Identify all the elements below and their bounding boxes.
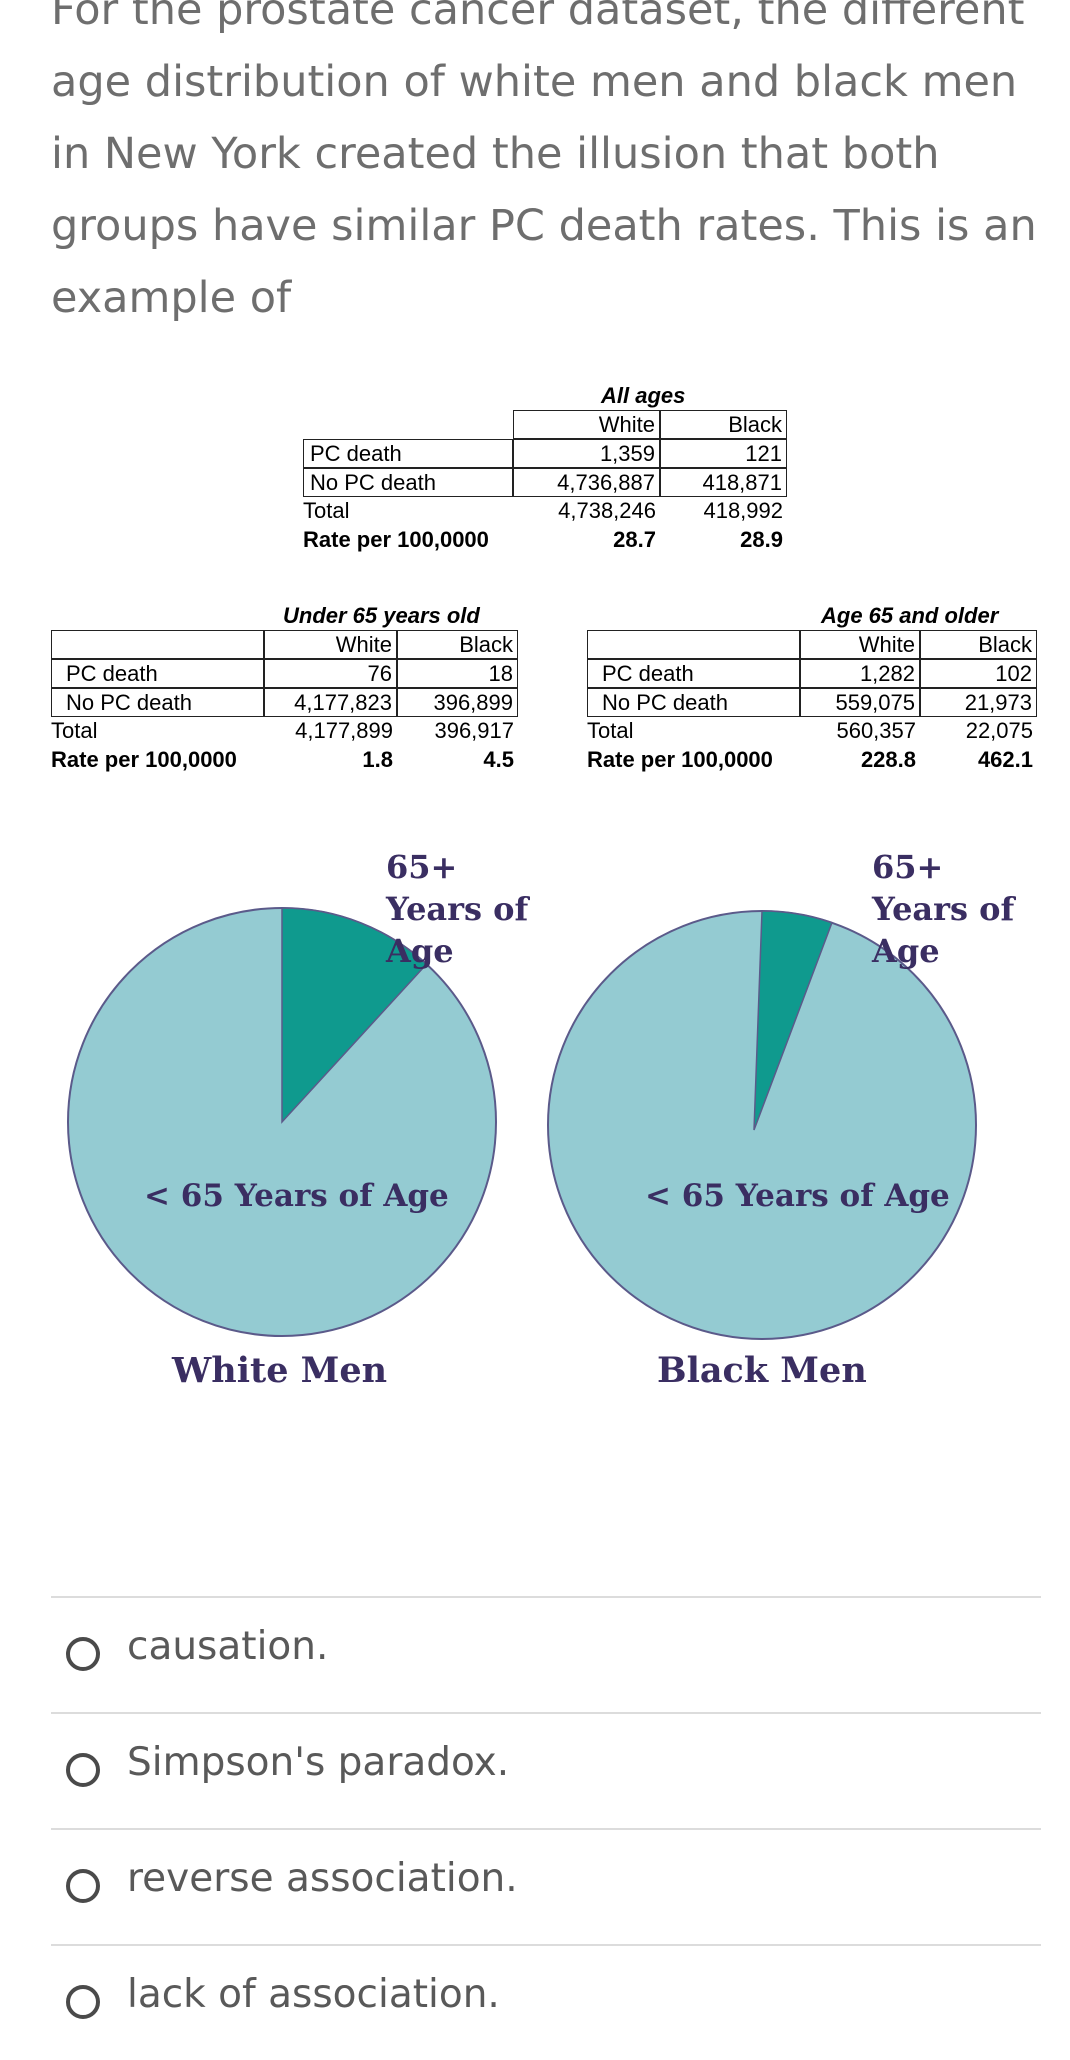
table-title: Age 65 and older	[821, 603, 999, 628]
white-men-title: White Men	[172, 1350, 388, 1391]
option-label: lack of association.	[127, 1972, 500, 2017]
table-title: All ages	[601, 383, 686, 408]
option-simpsons-paradox[interactable]: Simpson's paradox.	[51, 1712, 1041, 1828]
cell-black-total: 418,992	[703, 498, 783, 523]
row-label-total: Total	[587, 718, 634, 743]
row-label-pc-death: PC death	[303, 439, 513, 468]
cell-white-total: 4,738,246	[558, 498, 656, 523]
header-blank	[587, 630, 800, 659]
answer-options: causation. Simpson's paradox. reverse as…	[51, 1596, 1041, 2060]
row-label-no-pc-death: No PC death	[303, 468, 513, 497]
row-label-no-pc-death: No PC death	[51, 688, 264, 717]
cell-white-pc-death: 1,282	[800, 659, 920, 688]
black-men-title: Black Men	[657, 1350, 867, 1391]
cell-white-pc-death: 76	[264, 659, 397, 688]
figure-prostate-cancer: All ages White Black PC death 1,359 121 …	[0, 380, 1070, 1420]
header-blank	[51, 630, 264, 659]
cell-black-pc-death: 102	[920, 659, 1037, 688]
row-label-pc-death: PC death	[587, 659, 800, 688]
black-pie-label-under-65: < 65 Years of Age	[645, 1178, 950, 1214]
header-black: Black	[660, 410, 787, 439]
row-label-rate: Rate per 100,0000	[587, 747, 773, 772]
black-pie-slice-65-plus	[753, 910, 833, 1131]
black-pie-label-65-plus: 65+ Years of Age	[872, 848, 1015, 970]
header-black: Black	[920, 630, 1037, 659]
row-label-no-pc-death: No PC death	[587, 688, 800, 717]
header-white: White	[264, 630, 397, 659]
option-reverse-association[interactable]: reverse association.	[51, 1828, 1041, 1944]
table-title: Under 65 years old	[283, 603, 480, 628]
row-label-total: Total	[51, 718, 98, 743]
header-white: White	[800, 630, 920, 659]
option-label: causation.	[127, 1624, 329, 1669]
cell-black-total: 396,917	[434, 718, 514, 743]
cell-black-pc-death: 121	[660, 439, 787, 468]
cell-black-rate: 4.5	[483, 747, 514, 772]
radio-icon[interactable]	[66, 1753, 100, 1787]
radio-icon[interactable]	[66, 1637, 100, 1671]
white-pie-label-65-plus: 65+ Years of Age	[386, 848, 529, 970]
header-white: White	[513, 410, 660, 439]
white-pie-slice-65-plus	[281, 907, 428, 1124]
option-lack-of-association[interactable]: lack of association.	[51, 1944, 1041, 2060]
cell-black-no-pc-death: 396,899	[397, 688, 518, 717]
cell-white-no-pc-death: 4,736,887	[513, 468, 660, 497]
cell-white-pc-death: 1,359	[513, 439, 660, 468]
row-label-total: Total	[303, 498, 350, 523]
cell-white-no-pc-death: 559,075	[800, 688, 920, 717]
row-label-rate: Rate per 100,0000	[303, 527, 489, 552]
row-label-rate: Rate per 100,0000	[51, 747, 237, 772]
cell-black-total: 22,075	[965, 718, 1033, 743]
cell-white-rate: 228.8	[860, 747, 916, 772]
header-black: Black	[397, 630, 518, 659]
option-label: reverse association.	[127, 1856, 518, 1901]
question-text: For the prostate cancer dataset, the dif…	[51, 0, 1037, 323]
cell-white-no-pc-death: 4,177,823	[264, 688, 397, 717]
white-pie-label-under-65: < 65 Years of Age	[144, 1178, 449, 1214]
cell-white-total: 4,177,899	[295, 718, 393, 743]
option-label: Simpson's paradox.	[127, 1740, 510, 1785]
radio-icon[interactable]	[66, 1869, 100, 1903]
cell-black-pc-death: 18	[397, 659, 518, 688]
cell-black-rate: 462.1	[977, 747, 1033, 772]
radio-icon[interactable]	[66, 1985, 100, 2019]
cell-white-rate: 28.7	[613, 527, 656, 552]
cell-white-total: 560,357	[836, 718, 916, 743]
cell-black-no-pc-death: 21,973	[920, 688, 1037, 717]
row-label-pc-death: PC death	[51, 659, 264, 688]
cell-black-no-pc-death: 418,871	[660, 468, 787, 497]
option-causation[interactable]: causation.	[51, 1596, 1041, 1712]
pie-charts	[67, 907, 977, 1340]
cell-white-rate: 1.8	[362, 747, 393, 772]
cell-black-rate: 28.9	[740, 527, 783, 552]
